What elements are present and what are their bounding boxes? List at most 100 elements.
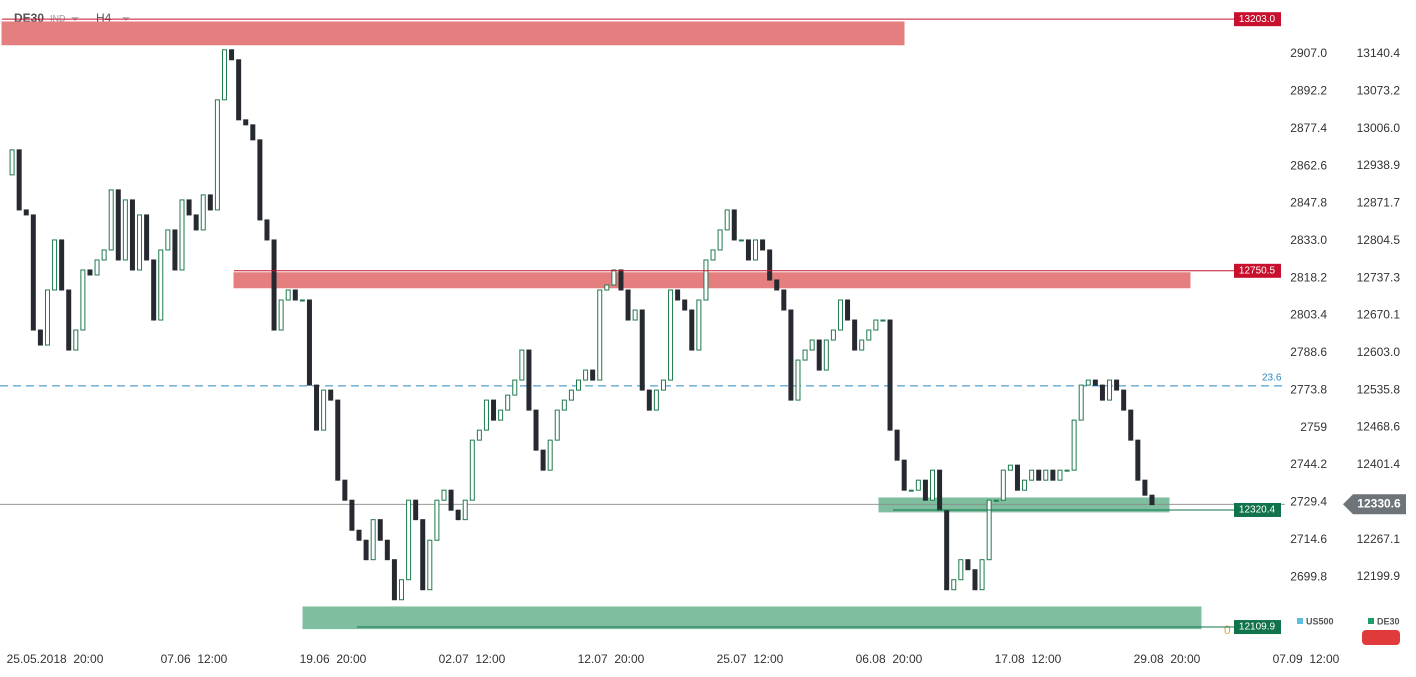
candle [73,329,79,351]
y-tick-label: 12804.5 [1357,233,1401,247]
candle [937,469,943,511]
candle [30,214,36,331]
candle [306,299,312,386]
candle [9,149,15,176]
y-tick-label: 12468.6 [1357,420,1401,434]
y2-tick-label: 2788.6 [1290,345,1327,359]
candle [590,369,596,381]
candle [271,239,277,331]
candle [852,319,858,351]
candle [257,139,263,221]
candle [377,519,383,541]
level-label: 12320.4 [1239,505,1276,516]
candle [250,124,256,141]
candle [1014,464,1020,491]
y2-tick-label: 2803.4 [1290,308,1327,322]
candle [944,509,950,591]
y-tick-label: 12938.9 [1357,158,1401,172]
candle [816,339,822,371]
candle [448,489,454,511]
candle [830,329,836,341]
candle [129,199,135,271]
candle [441,489,447,501]
candle [1078,384,1084,421]
candle [186,199,192,216]
candle [561,399,567,411]
candle [52,239,58,291]
candle [469,439,475,501]
candle [554,409,560,441]
y2-tick-label: 2714.6 [1290,532,1327,546]
x-tick-label: 02.07 12:00 [439,652,506,666]
fib-label: 23.6 [1262,373,1282,384]
candle [583,369,589,381]
legend-swatch [1297,618,1303,624]
candle [236,59,242,121]
candle [101,249,107,261]
candle [285,289,291,301]
zone [302,606,1202,630]
candle [597,289,603,381]
y-tick-label: 13140.4 [1357,46,1401,60]
symbol-tag: IND [50,13,66,23]
y2-tick-label: 2907.0 [1290,46,1327,60]
candle [87,269,93,276]
candle [1149,494,1155,506]
level-badge [1234,263,1281,278]
candle [887,319,893,431]
candle [731,209,737,241]
candle [172,229,178,271]
y2-tick-label: 2847.8 [1290,196,1327,210]
candle [94,259,100,276]
candle [370,519,376,561]
candle [682,299,688,311]
candle [221,49,227,101]
current-price-label: 12330.6 [1357,496,1401,510]
candle [873,319,879,331]
candle [278,299,284,331]
candle [1114,379,1120,391]
y2-tick-label: 2818.2 [1290,270,1327,284]
candle [668,289,674,381]
candle [476,429,482,441]
candle [632,309,638,321]
y-tick-label: 12401.4 [1357,457,1401,471]
candle [547,439,553,471]
candle [568,389,574,401]
candle [625,289,631,321]
y2-tick-label: 2892.2 [1290,84,1327,98]
y2-tick-label: 2744.2 [1290,457,1327,471]
candle [781,289,787,311]
candle [1057,469,1063,481]
candle [533,409,539,451]
y-tick-label: 12871.7 [1357,196,1401,210]
candle [314,384,320,431]
candle [604,284,610,291]
candle [122,199,128,261]
candle [1064,469,1070,472]
candle [321,389,327,431]
candle [660,379,666,391]
candle [335,399,341,481]
legend-swatch [1368,618,1374,624]
close-button[interactable] [1362,630,1400,645]
y-tick-label: 12737.3 [1357,270,1401,284]
candle [179,199,185,271]
candle [1135,439,1141,481]
candle [1107,379,1113,401]
x-tick-label: 29.08 20:00 [1134,652,1201,666]
zone [233,272,1191,289]
current-price-badge [1343,494,1406,515]
candle [809,339,815,351]
candle [1022,479,1028,491]
candle [384,539,390,561]
candle [795,359,801,401]
y-tick-label: 12199.9 [1357,569,1401,583]
candle [427,539,433,591]
candle [356,529,362,541]
candle [23,209,29,216]
y-tick-label: 13073.2 [1357,84,1401,98]
x-tick-label: 12.07 20:00 [578,652,645,666]
